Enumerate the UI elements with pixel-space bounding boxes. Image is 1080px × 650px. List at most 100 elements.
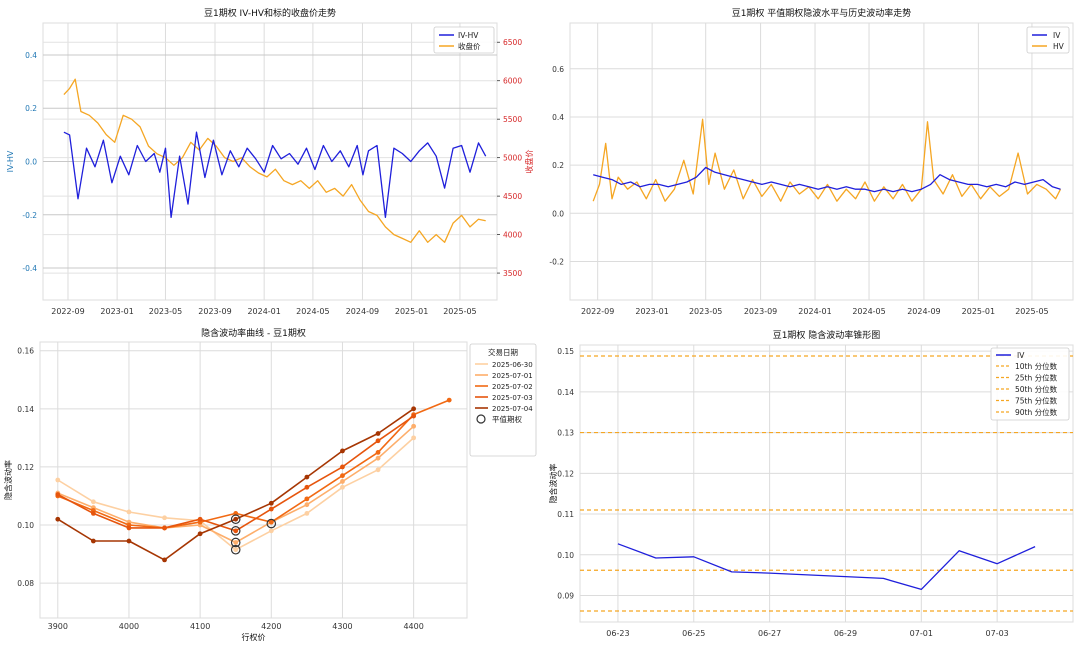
y2-tick-label: 3500: [503, 269, 522, 278]
y-tick-label: 0.0: [552, 209, 564, 218]
x-tick-label: 4300: [332, 622, 352, 631]
x-tick-label: 07-01: [910, 629, 933, 638]
series-iv-hv-line: [63, 131, 487, 219]
x-tick-label: 2024-01: [798, 307, 831, 316]
legend-label: 10th 分位数: [1015, 361, 1058, 371]
y-tick-label: 0.2: [552, 161, 564, 170]
data-point: [162, 525, 167, 531]
y-tick-label: 0.4: [552, 113, 564, 122]
x-tick-label: 2024-01: [247, 307, 280, 316]
y-tick-label: 0.12: [557, 469, 574, 478]
data-point: [411, 435, 417, 441]
data-point: [340, 484, 345, 490]
chart-title: 隐含波动率曲线 - 豆1期权: [201, 327, 306, 339]
y-tick-label: -0.2: [549, 257, 564, 266]
x-axis-label: 行权价: [242, 632, 266, 642]
chart-2-iv-hv: 2022-09 2023-01 2023-05 2023-09 2024-01 2024-…: [549, 7, 1074, 316]
y2-axis-label: 收盘价: [524, 150, 534, 174]
series-iv-line: [617, 543, 1036, 591]
x-tick-label: 2025-05: [1015, 307, 1048, 316]
legend-label: 25th 分位数: [1015, 373, 1058, 383]
data-point: [126, 538, 132, 544]
x-tick-label: 4000: [119, 622, 139, 631]
y2-tick-label: 6500: [503, 38, 522, 47]
data-point: [375, 431, 381, 436]
legend-box: [990, 347, 1070, 421]
legend-atm-swatch: [476, 414, 486, 424]
legend-label: 2025-07-04: [492, 405, 533, 413]
x-tick-label: 2023-09: [198, 307, 231, 316]
y-tick-label: 0.6: [552, 65, 564, 74]
x-tick-label: 2023-01: [635, 307, 668, 316]
data-point: [233, 516, 239, 522]
y-tick-label: 0.0: [25, 158, 37, 167]
atm-marker: [230, 514, 241, 525]
series-hv-line: [592, 118, 1062, 202]
legend-label: 2025-07-02: [492, 383, 533, 391]
y-tick-label: 0.10: [557, 551, 574, 560]
plot-frame: [579, 344, 1074, 623]
chart-title: 豆1期权 隐含波动率锥形图: [773, 329, 881, 341]
data-point: [304, 484, 310, 490]
data-point: [340, 464, 345, 470]
atm-marker: [230, 526, 241, 536]
plot-frame: [39, 341, 468, 619]
y-tick-label: 0.14: [17, 405, 34, 414]
y-tick-label: 0.12: [17, 463, 34, 472]
data-point: [55, 477, 61, 483]
chart-4-iv-cone: 06-23 06-25 06-27 06-29 07-01 07-03 0.09 0.10 0.…: [548, 329, 1074, 638]
legend-box: [469, 343, 537, 457]
x-tick-label: 2024-05: [296, 307, 329, 316]
data-point: [268, 500, 274, 506]
x-tick-label: 4400: [403, 622, 423, 631]
data-point: [375, 438, 381, 444]
data-point: [304, 511, 310, 516]
x-tick-label: 07-03: [986, 629, 1009, 638]
legend-label: HV: [1053, 42, 1065, 51]
x-tick-label: 2024-09: [346, 307, 379, 316]
data-point: [304, 496, 310, 502]
data-point: [375, 455, 381, 461]
legend-label: 2025-06-30: [492, 361, 533, 369]
legend-label: 50th 分位数: [1015, 384, 1058, 394]
series-2025-07-04-line: [57, 408, 415, 561]
atm-marker: [230, 544, 241, 555]
y-tick-label: 0.10: [17, 521, 34, 530]
y-tick-label: 0.4: [25, 51, 37, 60]
x-tick-label: 2025-01: [395, 307, 428, 316]
x-tick-label: 06-29: [834, 629, 857, 638]
y-tick-label: 0.15: [557, 347, 574, 356]
data-point: [55, 516, 61, 522]
x-tick-label: 4200: [261, 622, 281, 631]
chart-title: 豆1期权 IV-HV和标的收盘价走势: [204, 7, 336, 19]
data-point: [126, 509, 132, 515]
data-point: [197, 516, 203, 522]
data-point: [162, 557, 167, 563]
x-tick-label: 2022-09: [581, 307, 614, 316]
y2-tick-label: 5000: [503, 154, 522, 163]
legend-label: 平值期权: [492, 414, 522, 424]
data-point: [268, 506, 274, 512]
plot-frame: [569, 22, 1074, 301]
y-tick-label: 0.08: [17, 579, 34, 588]
data-point: [126, 525, 132, 531]
data-point: [304, 502, 310, 508]
y-axis-label: 隐含波动率: [3, 460, 13, 500]
y2-tick-label: 4000: [503, 231, 522, 240]
legend-label: IV: [1017, 351, 1025, 360]
chart-1-iv-hv-close: 2022-09 2023-01 2023-05 2023-09 2024-01 2024-…: [6, 7, 534, 316]
data-point: [446, 397, 452, 403]
data-point: [162, 515, 167, 521]
chart-3-iv-smile: 3900 4000 4100 4200 4300 4400 0.08 0.10 0.12 0.14…: [3, 327, 537, 642]
x-tick-label: 2022-09: [51, 307, 84, 316]
data-point: [411, 413, 417, 419]
atm-marker: [230, 537, 241, 548]
data-point: [411, 423, 417, 429]
x-tick-label: 2023-01: [100, 307, 133, 316]
series-close-line: [63, 78, 486, 243]
data-point: [375, 467, 381, 473]
x-tick-label: 2023-09: [744, 307, 777, 316]
legend-label: IV-HV: [458, 31, 479, 40]
y-axis-label: 隐含波动率: [548, 464, 558, 504]
